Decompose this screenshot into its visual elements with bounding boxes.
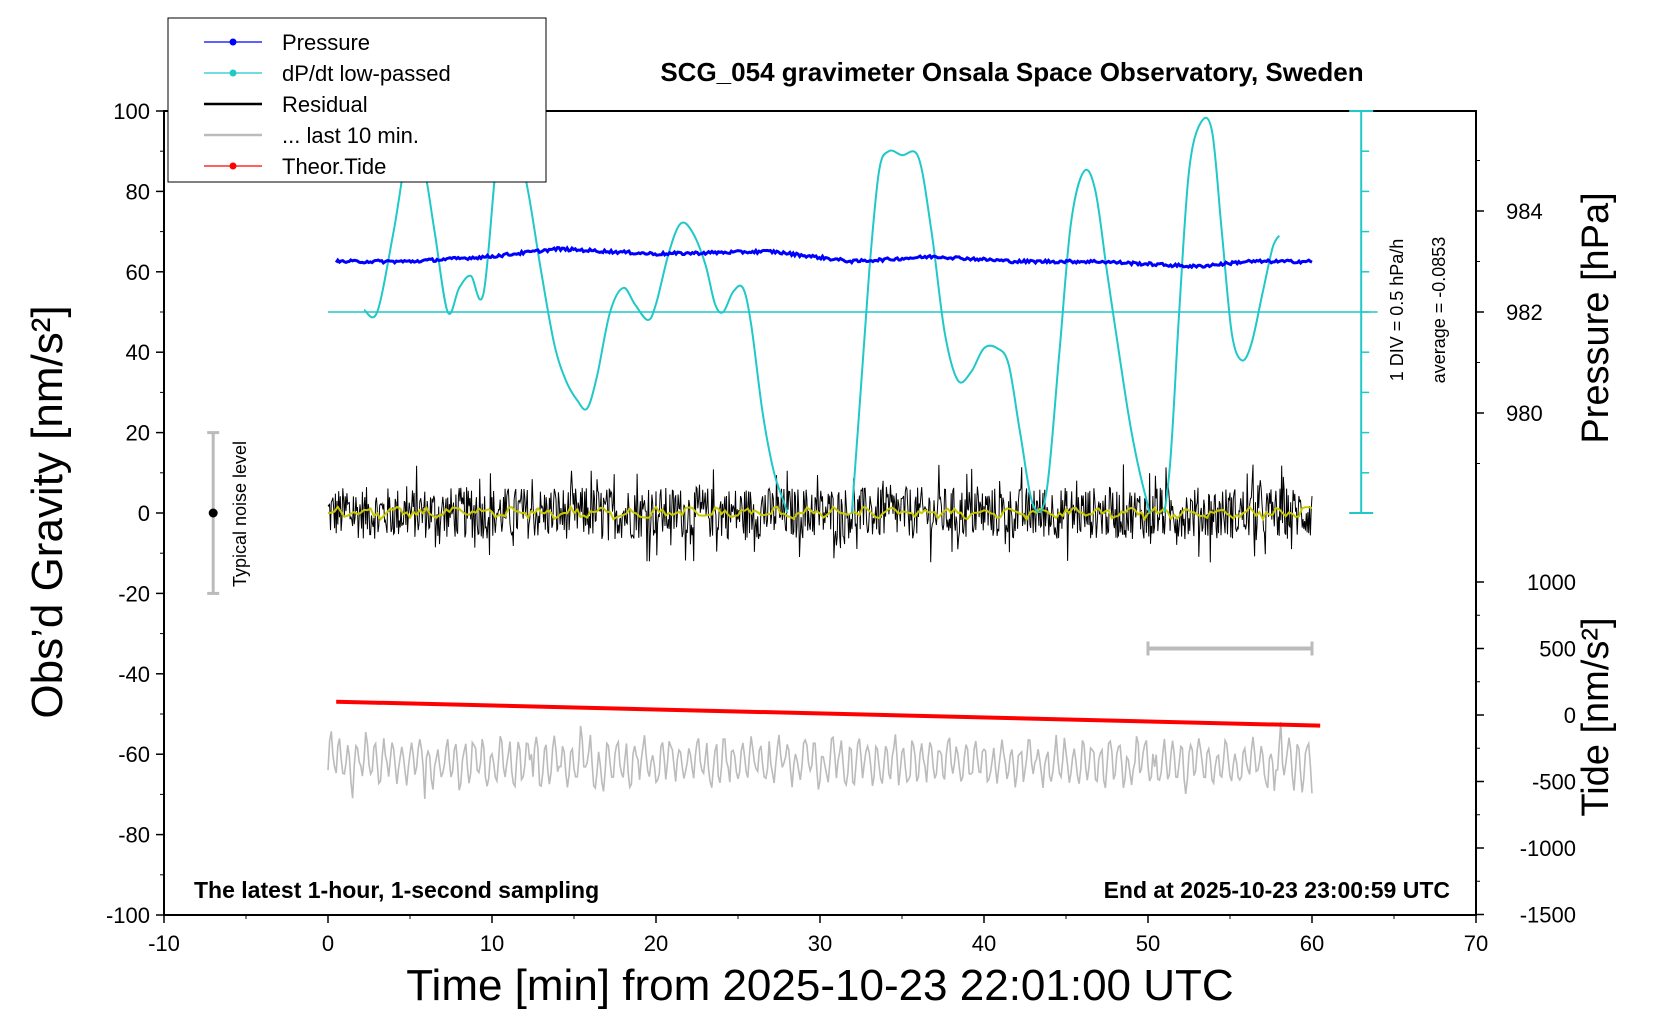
last-10-min-line [327, 721, 1313, 799]
tide-tick-label: -1500 [1520, 903, 1576, 928]
noise-bar-dot [208, 508, 218, 518]
note-left: The latest 1-hour, 1-second sampling [194, 877, 599, 903]
y-tick-label: -20 [118, 581, 150, 606]
legend-box [167, 17, 547, 183]
x-axis-label: Time [min] from 2025-10-23 22:01:00 UTC [406, 961, 1233, 1010]
noise-label: Typical noise level [230, 441, 250, 587]
legend-label: Pressure [282, 30, 370, 55]
chart-title: SCG_054 gravimeter Onsala Space Observat… [660, 57, 1363, 87]
pressure-tick-label: 980 [1506, 401, 1543, 426]
x-ticks: -10 0 10 20 30 40 50 60 70 [148, 915, 1488, 956]
tide-tick-label: -1000 [1520, 836, 1576, 861]
y-tick-label: -40 [118, 662, 150, 687]
y-axis-label-tide: Tide [nm/s²] [1575, 617, 1617, 816]
legend: Pressure dP/dt low-passed Residual ... last… [167, 17, 547, 183]
y-tick-label: 60 [126, 260, 150, 285]
x-tick-label: 0 [322, 931, 334, 956]
y-tick-label: 40 [126, 340, 150, 365]
legend-label: ... last 10 min. [282, 123, 419, 148]
tide-tick-label: 500 [1539, 637, 1576, 662]
x-tick-label: 10 [480, 931, 504, 956]
tide-ticks: 1000 500 0 -500 -1000 -1500 [1476, 570, 1576, 928]
pressure-tick-label: 982 [1506, 300, 1543, 325]
pressure-line [334, 245, 1313, 270]
series-layer [327, 116, 1378, 799]
y-axis-label-left: Obs’d Gravity [nm/s²] [23, 305, 72, 718]
y-ticks: 100 80 60 40 20 0 -20 -40 -60 -80 -100 [106, 99, 164, 928]
x-tick-label: 30 [808, 931, 832, 956]
dpdt-scale-label: 1 DIV = 0.5 hPa/h [1387, 239, 1407, 382]
noise-bar [207, 431, 220, 595]
pressure-tick-label: 984 [1506, 199, 1543, 224]
y-axis-label-pressure: Pressure [hPa] [1575, 192, 1617, 443]
y-tick-label: 80 [126, 179, 150, 204]
residual-line [327, 464, 1313, 563]
y-tick-label: -100 [106, 903, 150, 928]
x-tick-label: 20 [644, 931, 668, 956]
pressure-ticks: 984 982 980 [1476, 160, 1543, 464]
x-tick-label: 40 [972, 931, 996, 956]
y-tick-label: 100 [113, 99, 150, 124]
tide-tick-label: 0 [1564, 703, 1576, 728]
y-tick-label: -80 [118, 823, 150, 848]
legend-marker [229, 69, 237, 77]
legend-label: Residual [282, 92, 368, 117]
legend-marker [229, 38, 237, 46]
y-tick-label: 20 [126, 421, 150, 446]
x-tick-label: 60 [1300, 931, 1324, 956]
legend-marker [229, 162, 237, 170]
legend-label: Theor.Tide [282, 154, 386, 179]
residual-smoothed-line [327, 504, 1313, 522]
legend-label: dP/dt low-passed [282, 61, 451, 86]
dpdt-average-label: average = -0.0853 [1429, 237, 1449, 384]
x-tick-label: 70 [1464, 931, 1488, 956]
y-tick-label: 0 [138, 501, 150, 526]
dpdt-line [363, 116, 1281, 513]
y-tick-label: -60 [118, 742, 150, 767]
note-right: End at 2025-10-23 23:00:59 UTC [1104, 877, 1450, 903]
theor-tide-line [336, 699, 1321, 728]
x-tick-label: -10 [148, 931, 180, 956]
tide-tick-label: 1000 [1527, 570, 1576, 595]
dpdt-scale [1349, 110, 1374, 514]
tide-tick-label: -500 [1532, 770, 1576, 795]
x-tick-label: 50 [1136, 931, 1160, 956]
